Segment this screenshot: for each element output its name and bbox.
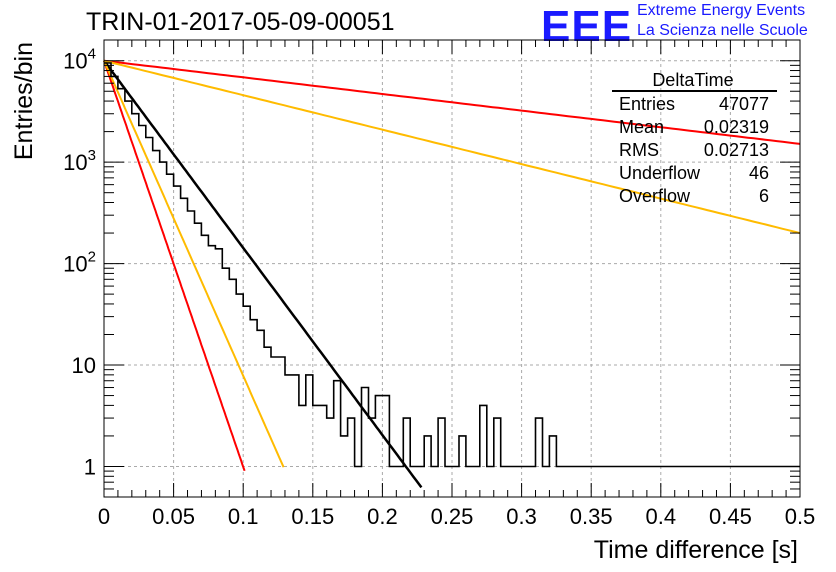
stats-box-title: DeltaTime	[652, 70, 733, 90]
x-tick-label: 0.3	[506, 504, 537, 529]
x-tick-label: 0	[98, 504, 110, 529]
stats-value-rms: 0.02713	[704, 140, 769, 160]
x-tick-label: 0.4	[646, 504, 677, 529]
x-tick-label: 0.1	[228, 504, 259, 529]
histogram-steps	[104, 62, 800, 468]
stats-value-mean: 0.02319	[704, 117, 769, 137]
axis-ticks	[103, 40, 801, 498]
x-tick-label: 0.35	[570, 504, 613, 529]
plot-title: TRIN-01-2017-05-09-00051	[86, 8, 395, 36]
x-tick-label: 0.05	[152, 504, 195, 529]
x-tick-label: 0.5	[785, 504, 816, 529]
logo-caption-line-2: La Scienza nelle Scuole	[637, 22, 808, 39]
x-axis-title: Time difference [s]	[594, 536, 798, 564]
x-tick-label: 0.25	[431, 504, 474, 529]
y-tick-label: 1	[84, 454, 96, 479]
x-tick-label: 0.45	[709, 504, 752, 529]
y-tick-label: 104	[63, 46, 96, 74]
stats-label-mean: Mean	[619, 117, 664, 137]
histogram-layer	[104, 62, 800, 468]
stats-label-overflow: Overflow	[619, 186, 691, 206]
logo-caption-line-1: Extreme Energy Events	[637, 2, 806, 19]
fit-curve-5	[103, 59, 801, 235]
stats-value-entries: 47077	[719, 94, 769, 114]
fit-curve-3	[103, 60, 285, 468]
grid-layer	[104, 40, 800, 497]
x-tick-label: 0.2	[367, 504, 398, 529]
y-tick-label: 102	[63, 249, 96, 277]
x-tick-label: 0.15	[291, 504, 334, 529]
stats-label-entries: Entries	[619, 94, 675, 114]
stats-label-rms: RMS	[619, 140, 659, 160]
stats-label-underflow: Underflow	[619, 163, 701, 183]
y-tick-labels: 1 10 102 103 104	[63, 46, 96, 480]
y-axis-title: Entries/bin	[10, 42, 38, 160]
fit-curve-1	[102, 59, 423, 489]
y-tick-label: 103	[63, 147, 96, 175]
y-tick-label: 10	[72, 353, 96, 378]
stats-box: DeltaTime Entries 47077 Mean 0.02319 RMS…	[612, 70, 777, 206]
stats-value-underflow: 46	[749, 163, 769, 183]
fit-curve-4	[103, 59, 801, 145]
stats-value-overflow: 6	[759, 186, 769, 206]
fit-curve-2	[103, 60, 246, 472]
x-tick-labels: 0 0.05 0.1 0.15 0.2 0.25 0.3 0.35 0.4 0.45 0.5	[98, 504, 815, 529]
eee-logo: EEE	[541, 2, 633, 51]
